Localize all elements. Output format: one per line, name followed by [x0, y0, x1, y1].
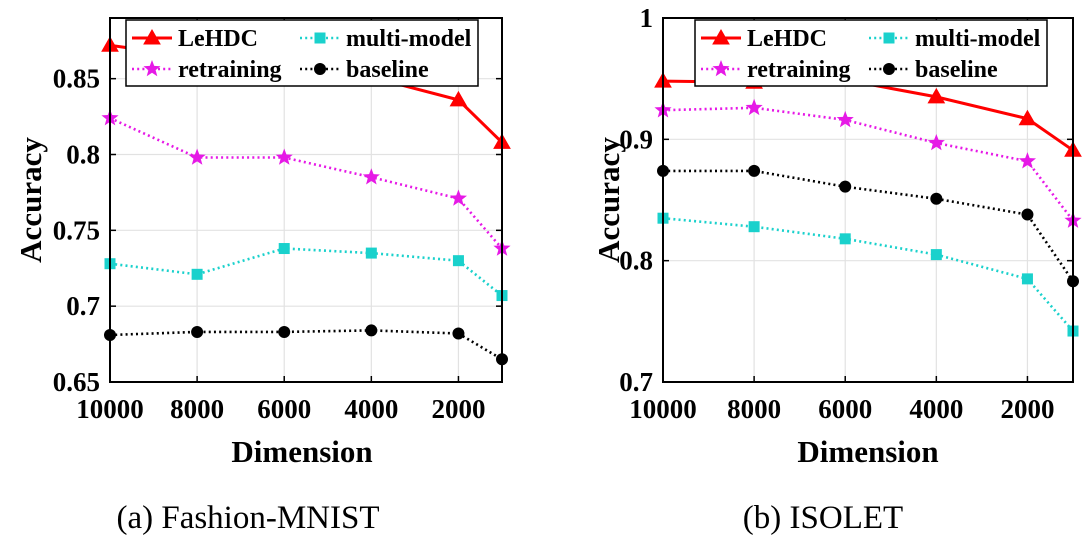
y-tick-label: 0.65 — [53, 367, 100, 397]
legend-label: baseline — [915, 57, 998, 83]
x-tick-label: 10000 — [76, 394, 144, 424]
legend-item-lehdc: LeHDC — [132, 26, 258, 52]
x-tick-label: 8000 — [727, 394, 781, 424]
data-point — [362, 168, 380, 185]
data-point — [748, 221, 760, 233]
chart-caption: (b) ISOLET — [743, 500, 903, 536]
x-tick-label: 10000 — [629, 394, 697, 424]
x-axis-label: Dimension — [231, 434, 372, 469]
legend-marker — [314, 32, 326, 44]
axes-frame — [109, 17, 503, 383]
series-line — [109, 329, 503, 361]
data-point — [449, 90, 468, 107]
data-point — [839, 233, 851, 245]
series-retraining — [654, 98, 1082, 228]
data-point — [1018, 152, 1036, 169]
legend-marker — [143, 28, 161, 45]
legend-label: LeHDC — [178, 26, 258, 52]
axes-frame — [662, 17, 1074, 383]
legend-marker — [314, 63, 326, 75]
legend-label: baseline — [346, 57, 429, 83]
legend-marker — [712, 28, 730, 45]
y-tick-label: 0.8 — [66, 140, 100, 170]
x-tick-label: 4000 — [344, 394, 398, 424]
data-point — [191, 325, 204, 338]
y-tick-label: 0.7 — [619, 367, 653, 397]
y-axis-label: Accuracy — [13, 137, 48, 263]
legend-label: retraining — [178, 57, 282, 83]
legend: LeHDC multi-model retraining baseline — [694, 19, 1048, 87]
data-point — [278, 325, 291, 338]
y-tick-label: 0.85 — [53, 64, 100, 94]
series-retraining — [101, 109, 511, 256]
x-tick-label: 4000 — [909, 394, 963, 424]
data-point — [278, 243, 290, 255]
series-multi-model — [104, 243, 508, 302]
data-point — [365, 324, 378, 337]
y-tick-label: 0.9 — [619, 124, 653, 154]
data-point — [191, 268, 203, 280]
series-line — [109, 116, 503, 250]
data-point — [930, 192, 943, 205]
y-tick-label: 0.8 — [619, 246, 653, 276]
data-point — [452, 255, 464, 267]
data-point — [452, 327, 465, 340]
legend: LeHDC multi-model retraining baseline — [125, 19, 479, 87]
series-line — [663, 169, 1075, 283]
data-point — [839, 180, 852, 193]
x-axis-label: Dimension — [797, 434, 938, 469]
y-tick-label: 0.75 — [53, 215, 100, 245]
data-point — [1021, 208, 1034, 221]
x-tick-label: 8000 — [170, 394, 224, 424]
series-line — [109, 247, 503, 297]
series-line — [662, 106, 1075, 222]
legend-item-multi-model: multi-model — [300, 26, 472, 52]
legend-item-baseline: baseline — [300, 57, 429, 83]
data-point — [836, 110, 854, 128]
series-baseline — [657, 164, 1079, 288]
chart-caption: (a) Fashion-MNIST — [116, 500, 379, 536]
data-point — [745, 98, 763, 116]
legend-marker — [712, 60, 730, 77]
legend-box — [125, 19, 479, 87]
data-point — [748, 164, 761, 177]
data-point — [449, 189, 467, 206]
x-tick-label: 2000 — [431, 394, 485, 424]
legend-marker — [883, 63, 895, 75]
x-tick-label: 6000 — [818, 394, 872, 424]
data-point — [275, 148, 293, 165]
legend-item-multi-model: multi-model — [869, 26, 1041, 52]
data-point — [1021, 273, 1033, 285]
data-point — [1018, 109, 1037, 126]
legend-marker — [883, 32, 895, 44]
legend-box — [694, 19, 1048, 87]
y-axis-label: Accuracy — [591, 137, 626, 263]
chart-panel-1: 10000 8000 6000 4000 2000 0.65 0.7 0.75 0.8 0.85 D… — [13, 17, 511, 536]
x-tick-label: 6000 — [257, 394, 311, 424]
y-tick-label: 1 — [640, 3, 654, 33]
legend-marker — [143, 60, 161, 77]
data-point — [927, 133, 945, 151]
legend-label: multi-model — [915, 26, 1041, 52]
legend-item-retraining: retraining — [132, 57, 282, 83]
legend-label: multi-model — [346, 26, 472, 52]
legend-label: LeHDC — [747, 26, 827, 52]
data-point — [930, 249, 942, 261]
legend-item-retraining: retraining — [701, 57, 851, 83]
legend-item-lehdc: LeHDC — [701, 26, 827, 52]
series-baseline — [104, 324, 508, 366]
series-line — [662, 216, 1074, 332]
x-tick-label: 2000 — [1000, 394, 1054, 424]
series-multi-model — [657, 212, 1079, 337]
legend-item-baseline: baseline — [869, 57, 998, 83]
data-point — [188, 148, 206, 165]
y-tick-label: 0.7 — [66, 291, 100, 321]
data-point — [365, 247, 377, 259]
data-point — [927, 87, 946, 104]
legend-label: retraining — [747, 57, 851, 83]
chart-panel-2: 10000 8000 6000 4000 2000 0.7 0.8 0.9 1 Dimension… — [591, 3, 1082, 536]
